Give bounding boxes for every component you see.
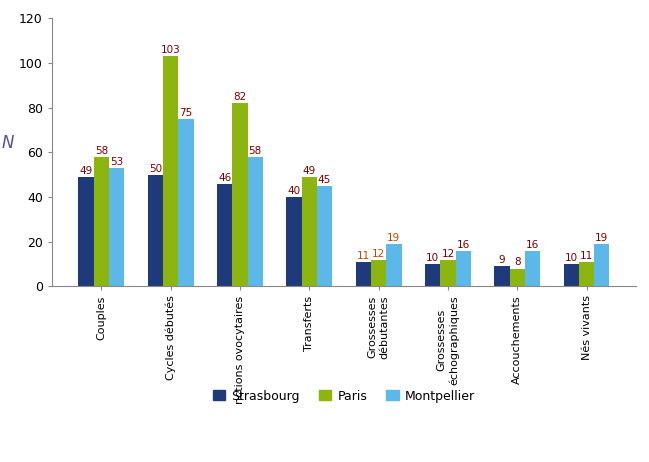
Text: 11: 11 bbox=[357, 251, 370, 261]
Bar bbox=[564, 264, 579, 286]
Text: 45: 45 bbox=[318, 175, 331, 185]
Text: 46: 46 bbox=[218, 173, 231, 182]
Text: 50: 50 bbox=[149, 164, 162, 174]
Text: 8: 8 bbox=[514, 257, 520, 267]
Bar bbox=[495, 266, 509, 286]
Text: 16: 16 bbox=[457, 240, 470, 249]
Bar bbox=[109, 168, 124, 286]
Text: 82: 82 bbox=[234, 92, 247, 102]
Text: 12: 12 bbox=[372, 249, 386, 259]
Bar bbox=[232, 103, 248, 286]
Text: 12: 12 bbox=[441, 249, 454, 259]
Text: 10: 10 bbox=[426, 253, 439, 263]
Bar bbox=[148, 175, 163, 286]
Bar bbox=[317, 186, 332, 286]
Bar bbox=[178, 119, 193, 286]
Text: 58: 58 bbox=[249, 146, 262, 156]
Bar bbox=[302, 177, 317, 286]
Text: 11: 11 bbox=[580, 251, 593, 261]
Bar bbox=[579, 262, 594, 286]
Bar bbox=[217, 184, 232, 286]
Text: 9: 9 bbox=[498, 255, 506, 265]
Bar bbox=[425, 264, 440, 286]
Bar bbox=[248, 157, 263, 286]
Bar bbox=[286, 197, 302, 286]
Bar bbox=[594, 244, 609, 286]
Bar bbox=[93, 157, 109, 286]
Text: 103: 103 bbox=[161, 45, 180, 55]
Bar bbox=[371, 260, 386, 286]
Text: 19: 19 bbox=[387, 233, 400, 243]
Text: 75: 75 bbox=[179, 108, 193, 118]
Bar bbox=[525, 251, 540, 286]
Text: 16: 16 bbox=[526, 240, 539, 249]
Text: 19: 19 bbox=[595, 233, 609, 243]
Text: 10: 10 bbox=[565, 253, 578, 263]
Legend: Strasbourg, Paris, Montpellier: Strasbourg, Paris, Montpellier bbox=[206, 383, 482, 409]
Bar bbox=[440, 260, 456, 286]
Bar bbox=[386, 244, 402, 286]
Bar bbox=[356, 262, 371, 286]
Bar bbox=[509, 268, 525, 286]
Text: 40: 40 bbox=[288, 186, 300, 196]
Text: 49: 49 bbox=[79, 166, 93, 176]
Bar bbox=[456, 251, 471, 286]
Text: 53: 53 bbox=[110, 157, 123, 167]
Y-axis label: N: N bbox=[2, 134, 14, 152]
Text: 58: 58 bbox=[95, 146, 108, 156]
Text: 49: 49 bbox=[302, 166, 316, 176]
Bar bbox=[79, 177, 93, 286]
Bar bbox=[163, 56, 178, 286]
